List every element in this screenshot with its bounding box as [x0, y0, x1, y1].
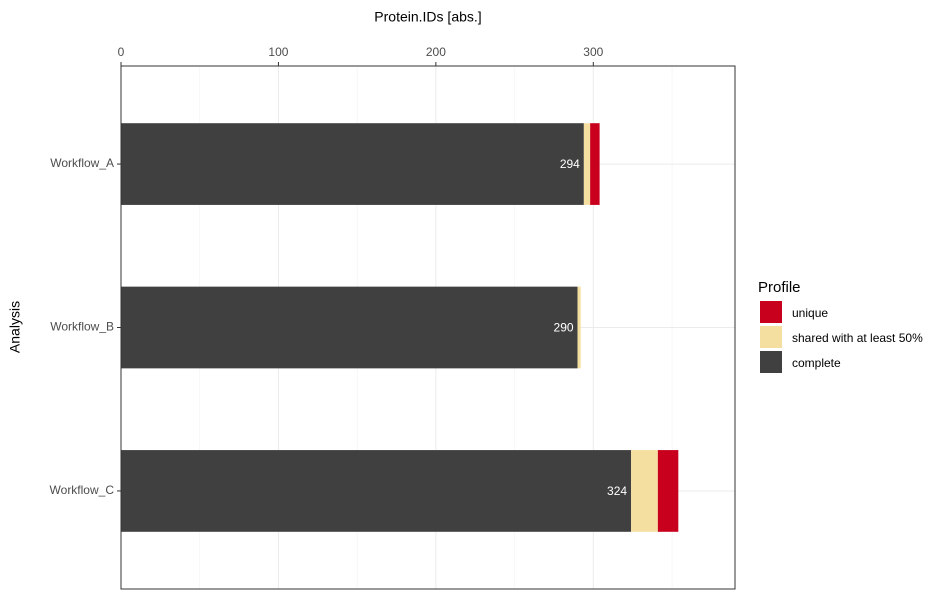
bar-segment [577, 286, 581, 369]
bar-segment [583, 123, 591, 205]
plot-border [120, 65, 736, 590]
legend-title: Profile [758, 279, 801, 296]
bar-segment [121, 123, 584, 205]
legend-key [760, 351, 782, 373]
bar-segment [121, 286, 578, 369]
value-label: 294 [560, 157, 580, 171]
x-tick-label: 300 [583, 45, 603, 59]
legend-label: complete [792, 356, 841, 370]
legend-label: unique [792, 306, 828, 320]
y-tick-label: Workflow_B [50, 320, 114, 334]
x-tick-label: 100 [268, 45, 288, 59]
bar-segment [631, 450, 658, 532]
legend-key [760, 301, 782, 323]
y-axis-label: Analysis [7, 301, 23, 353]
bar-segment [590, 123, 600, 205]
legend-label: shared with at least 50% [792, 331, 923, 345]
value-label: 290 [554, 321, 574, 335]
x-tick-label: 0 [118, 45, 125, 59]
y-tick-label: Workflow_A [50, 156, 114, 170]
chart-title: Protein.IDs [abs.] [374, 9, 481, 25]
y-tick-label: Workflow_C [50, 483, 115, 497]
x-tick-label: 200 [426, 45, 446, 59]
bar-segment [657, 450, 679, 532]
bar-segment [121, 450, 632, 532]
value-label: 324 [607, 484, 627, 498]
legend-key [760, 326, 782, 348]
